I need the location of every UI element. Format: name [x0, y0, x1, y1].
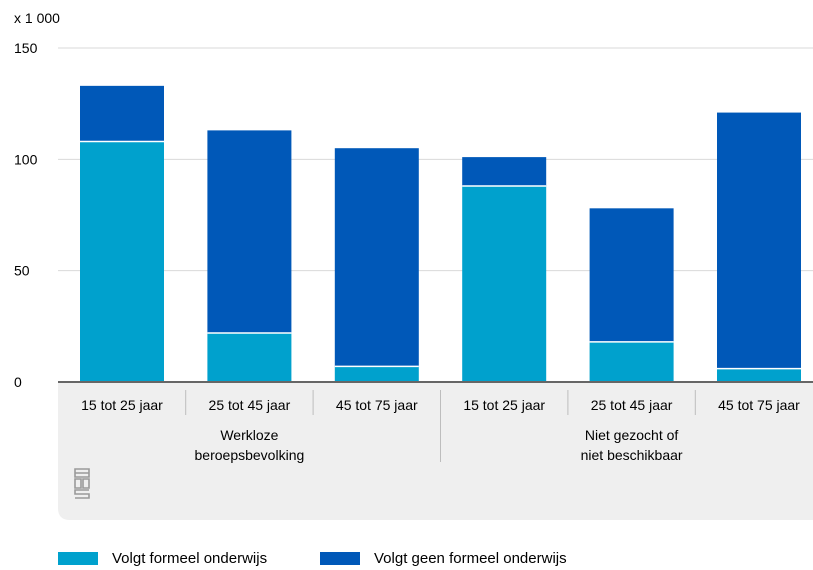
bar-segment	[589, 208, 674, 342]
stacked-bar-chart: 0 50 100 150 15 tot 25 jaar 25 tot 45 jaar 45 …	[14, 40, 813, 520]
y-tick-label: 150	[14, 40, 38, 56]
x-tick-label: 45 tot 75 jaar	[718, 397, 800, 413]
bar-segment	[334, 148, 419, 367]
bar-segment	[462, 186, 547, 382]
legend-label: Volgt formeel onderwijs	[112, 550, 268, 567]
legend-swatch	[320, 552, 360, 565]
x-tick-label: 25 tot 45 jaar	[591, 397, 673, 413]
group-label: beroepsbevolking	[195, 447, 305, 463]
legend-item-geen-formeel-onderwijs: Volgt geen formeel onderwijs	[320, 550, 567, 567]
chart-legend: Volgt formeel onderwijs Volgt geen forme…	[0, 550, 813, 570]
cbs-logo-icon	[74, 468, 90, 499]
x-tick-label: 15 tot 25 jaar	[81, 397, 163, 413]
y-axis-unit-label: x 1 000	[14, 10, 60, 26]
y-tick-label: 50	[14, 263, 30, 279]
bar-segment	[80, 141, 164, 382]
bar-segment	[462, 157, 547, 187]
bar-segment	[207, 333, 292, 382]
group-label: niet beschikbaar	[581, 447, 683, 463]
bar-segment	[717, 368, 801, 382]
group-label: Niet gezocht of	[585, 427, 678, 443]
legend-label: Volgt geen formeel onderwijs	[374, 550, 567, 567]
bar-segment	[589, 341, 674, 382]
y-tick-label: 100	[14, 151, 38, 167]
bar-segment	[80, 85, 164, 142]
bar-segment	[207, 130, 292, 334]
legend-item-formeel-onderwijs: Volgt formeel onderwijs	[58, 550, 267, 567]
bar-segment	[717, 112, 801, 369]
x-tick-label: 15 tot 25 jaar	[463, 397, 545, 413]
axis-panel	[58, 382, 813, 520]
bar-segment	[334, 366, 419, 382]
x-tick-label: 45 tot 75 jaar	[336, 397, 418, 413]
legend-swatch	[58, 552, 98, 565]
x-tick-label: 25 tot 45 jaar	[209, 397, 291, 413]
y-tick-label: 0	[14, 374, 22, 390]
group-label: Werkloze	[220, 427, 278, 443]
